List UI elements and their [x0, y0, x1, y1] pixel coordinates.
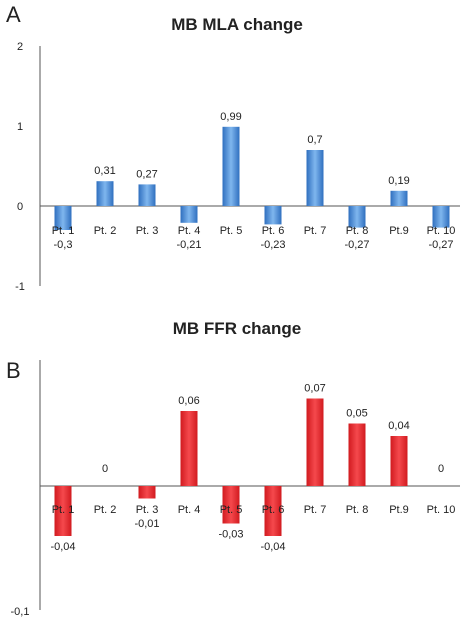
data-label: -0,3 [54, 239, 73, 251]
data-label: 0,19 [388, 175, 409, 187]
chart-panel-b: B MB FFR change -0,1 Pt. 1 Pt. 2 Pt. 3 Pt. … [6, 319, 460, 618]
x-tick-label: Pt. 8 [346, 504, 369, 516]
data-label: -0,01 [134, 518, 159, 530]
bar [306, 150, 324, 206]
value-labels-a: -0,3 0,31 0,27 -0,21 0,99 -0,23 0,7 -0,27 0,19 -0… [54, 111, 454, 251]
bar [180, 411, 198, 486]
bar [390, 190, 408, 206]
data-label: 0,31 [94, 165, 115, 177]
category-labels-a: Pt. 1 Pt. 2 Pt. 3 Pt. 4 Pt. 5 Pt. 6 Pt. 7 Pt. 8… [52, 225, 456, 237]
data-label: 0 [102, 463, 108, 475]
y-tick-label: -0,1 [11, 606, 30, 618]
y-tick-label: 2 [17, 41, 23, 53]
chart-panel-a: A MB MLA change 210-1 Pt. 1 Pt. 2 Pt. 3 Pt.… [6, 2, 460, 293]
panel-letter-b: B [6, 358, 21, 383]
data-label: 0 [438, 463, 444, 475]
bar [54, 206, 72, 230]
bar [264, 206, 282, 225]
data-label: -0,04 [50, 541, 75, 553]
x-tick-label: Pt. 2 [94, 504, 117, 516]
bar [348, 206, 366, 228]
bars-a [54, 126, 450, 230]
data-label: -0,27 [428, 239, 453, 251]
x-tick-label: Pt.9 [389, 504, 409, 516]
x-tick-label: Pt. 1 [52, 225, 75, 237]
x-tick-label: Pt. 10 [427, 225, 456, 237]
value-labels-b: -0,04 0 -0,01 0,06 -0,03 -0,04 0,07 0,05 0,04 0 [50, 383, 444, 554]
y-tick-label: 0 [17, 201, 23, 213]
bar [54, 486, 72, 536]
y-tick-label: 1 [17, 121, 23, 133]
data-label: 0,27 [136, 168, 157, 180]
x-tick-label: Pt. 4 [178, 225, 201, 237]
bar [180, 206, 198, 223]
x-tick-label: Pt. 7 [304, 225, 327, 237]
bars-b [54, 398, 408, 536]
bar [222, 486, 240, 524]
x-tick-label: Pt. 10 [427, 504, 456, 516]
x-tick-label: Pt. 6 [262, 504, 285, 516]
bar [222, 126, 240, 206]
data-label: -0,27 [344, 239, 369, 251]
x-tick-label: Pt. 5 [220, 225, 243, 237]
chart-title-b: MB FFR change [173, 319, 301, 338]
x-tick-label: Pt. 5 [220, 504, 243, 516]
x-tick-label: Pt. 2 [94, 225, 117, 237]
data-label: 0,05 [346, 408, 367, 420]
data-label: 0,06 [178, 395, 199, 407]
data-label: 0,04 [388, 420, 409, 432]
y-tick-label: -1 [15, 281, 25, 293]
data-label: -0,23 [260, 239, 285, 251]
data-label: 0,7 [307, 134, 322, 146]
x-tick-label: Pt. 1 [52, 504, 75, 516]
category-labels-b: Pt. 1 Pt. 2 Pt. 3 Pt. 4 Pt. 5 Pt. 6 Pt. 7 Pt. 8… [52, 504, 456, 516]
bar [390, 436, 408, 486]
y-ticks-a: 2 1 0 -1 [15, 41, 25, 293]
data-label: -0,21 [176, 239, 201, 251]
bar [432, 206, 450, 228]
bar [138, 486, 156, 499]
data-label: 0,07 [304, 383, 325, 395]
bar [264, 486, 282, 536]
x-tick-label: Pt. 6 [262, 225, 285, 237]
x-tick-label: Pt. 7 [304, 504, 327, 516]
bar [96, 181, 114, 206]
x-tick-label: Pt. 4 [178, 504, 201, 516]
bar [348, 423, 366, 486]
chart-title-a: MB MLA change [171, 15, 303, 34]
data-label: 0,99 [220, 111, 241, 123]
x-tick-label: Pt. 3 [136, 225, 159, 237]
x-tick-label: Pt.9 [389, 225, 409, 237]
panel-letter-a: A [6, 2, 21, 27]
bar [138, 184, 156, 206]
x-tick-label: Pt. 8 [346, 225, 369, 237]
bar [306, 398, 324, 486]
x-tick-label: Pt. 3 [136, 504, 159, 516]
data-label: -0,03 [218, 529, 243, 541]
data-label: -0,04 [260, 541, 285, 553]
y-ticks-b: -0,1 [11, 606, 30, 618]
